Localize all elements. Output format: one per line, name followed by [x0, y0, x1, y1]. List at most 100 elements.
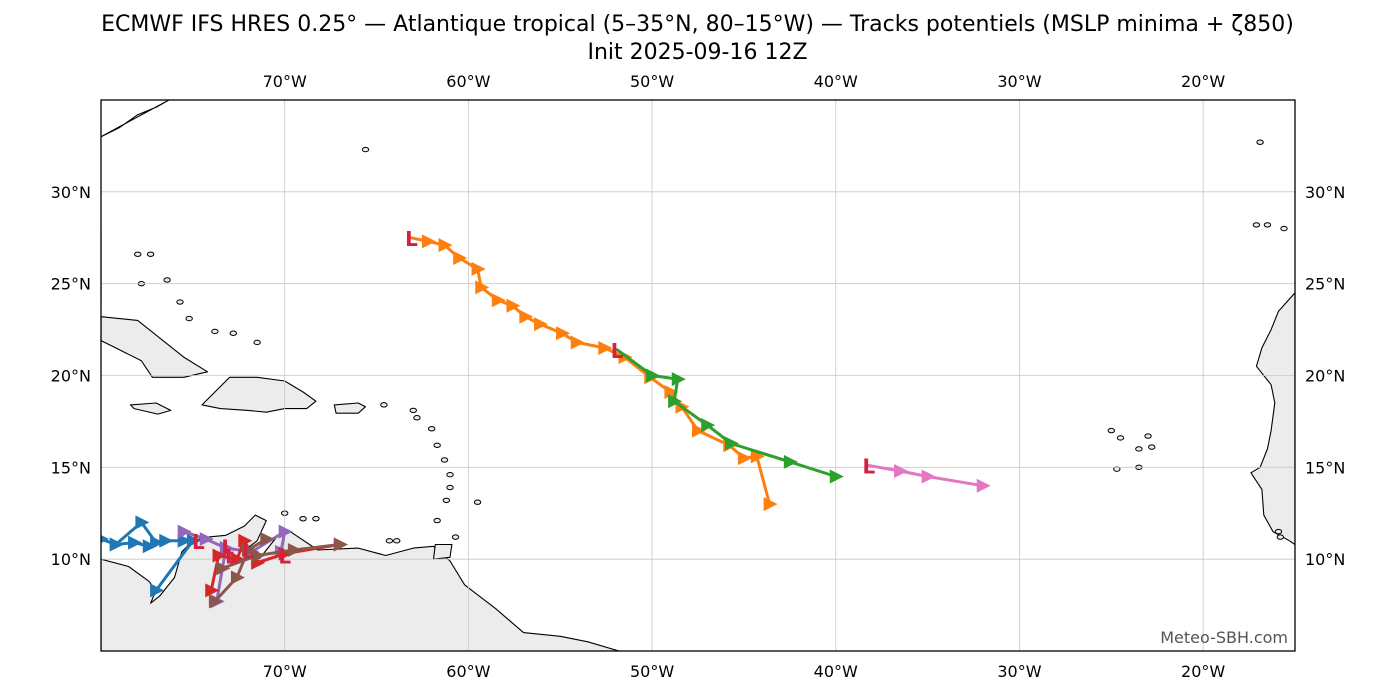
lon-tick-label-top: 40°W — [814, 72, 858, 91]
island — [1144, 433, 1152, 439]
map-frame — [100, 99, 1296, 652]
low-pressure-marker: L — [225, 544, 238, 568]
track-point-marker — [519, 309, 534, 324]
island — [1135, 446, 1143, 452]
lon-tick-label-bottom: 20°W — [1181, 662, 1225, 681]
island — [446, 471, 454, 478]
lon-tick-label-bottom: 60°W — [446, 662, 490, 681]
low-pressure-marker: L — [278, 544, 291, 568]
island — [380, 402, 388, 408]
lat-tick-label-left: 20°N — [51, 367, 91, 386]
lat-tick-label-right: 15°N — [1305, 458, 1345, 477]
low-pressure-marker: L — [611, 339, 624, 363]
graticule — [101, 100, 1295, 651]
island — [1263, 222, 1272, 228]
island — [393, 538, 401, 544]
island — [409, 407, 417, 414]
landmass — [201, 376, 317, 413]
track-point-marker — [737, 451, 752, 466]
watermark: Meteo-SBH.com — [1160, 628, 1288, 647]
island — [427, 426, 436, 432]
track-point-marker — [216, 561, 231, 576]
track-point-marker — [333, 537, 348, 552]
track-point-marker — [186, 533, 201, 548]
track-point-marker — [671, 372, 686, 387]
island — [299, 516, 307, 522]
track-point-marker — [150, 535, 165, 550]
low-pressure-marker: L — [862, 454, 875, 478]
track-point-marker — [260, 531, 275, 546]
track-point-marker — [453, 250, 468, 265]
island — [312, 516, 320, 522]
track-point-marker — [230, 570, 245, 585]
island — [442, 497, 451, 504]
track-point-marker — [491, 293, 506, 308]
island — [385, 538, 394, 544]
island — [473, 499, 482, 505]
island — [361, 146, 370, 153]
map-title: ECMWF IFS HRES 0.25° — Atlantique tropic… — [101, 12, 1294, 37]
track-point-marker — [646, 368, 661, 383]
track-point-marker — [238, 533, 253, 548]
lon-tick-label-top: 70°W — [263, 72, 307, 91]
storm-track-line — [867, 464, 985, 488]
track-point-marker — [241, 542, 256, 557]
track-point-marker — [219, 541, 234, 556]
lon-tick-label-bottom: 30°W — [997, 662, 1041, 681]
track-point-marker — [199, 531, 214, 546]
track-point-marker — [701, 418, 716, 433]
island — [1276, 534, 1285, 540]
track-point-marker — [278, 546, 293, 561]
island — [1318, 210, 1324, 214]
track-point-marker — [894, 464, 909, 479]
island — [1252, 222, 1261, 228]
track-point-marker — [177, 533, 192, 548]
lon-tick-label-bottom: 40°W — [814, 662, 858, 681]
track-point-marker — [150, 583, 165, 598]
storm-track-line — [213, 537, 268, 603]
landmass — [101, 316, 209, 378]
map-subtitle: Init 2025-09-16 12Z — [587, 40, 808, 65]
track-point-marker — [128, 535, 143, 550]
lat-tick-label-left: 10°N — [51, 550, 91, 569]
lat-tick-label-right: 20°N — [1305, 367, 1345, 386]
track-point-marker — [212, 548, 227, 563]
island — [1256, 139, 1264, 145]
low-pressure-marker: L — [242, 539, 255, 563]
lat-tick-label-right: 30°N — [1305, 183, 1345, 202]
lat-tick-label-right: 10°N — [1305, 550, 1345, 569]
island — [176, 299, 184, 305]
track-point-marker — [976, 478, 991, 493]
track-point-marker — [421, 234, 436, 249]
low-pressure-marker: L — [192, 530, 205, 554]
low-pressure-marker: L — [221, 535, 234, 559]
island — [1274, 528, 1283, 535]
lon-tick-label-top: 20°W — [1181, 72, 1225, 91]
island — [146, 251, 155, 257]
track-point-marker — [598, 340, 613, 355]
landmass — [432, 543, 453, 560]
island — [1306, 219, 1312, 223]
lon-tick-label-top: 30°W — [997, 72, 1041, 91]
track-point-marker — [506, 298, 521, 313]
track-point-marker — [287, 542, 302, 557]
track-point-marker — [159, 533, 174, 548]
lat-tick-label-left: 25°N — [51, 275, 91, 294]
island — [163, 277, 171, 283]
island — [433, 517, 441, 524]
track-point-marker — [109, 537, 124, 552]
track-point-marker — [251, 548, 266, 563]
island — [1116, 435, 1125, 441]
track-point-marker — [783, 454, 798, 469]
island — [1280, 225, 1288, 232]
track-point-marker — [142, 539, 157, 554]
lat-tick-label-left: 15°N — [51, 458, 91, 477]
track-point-marker — [668, 394, 683, 409]
low-pressure-marker: L — [405, 227, 418, 251]
island — [253, 339, 261, 346]
island — [1107, 427, 1116, 434]
axis-ticks: 70°W 70°W 60°W 60°W 50°W 50°W 40°W 40°W 30°W 30°W… — [51, 72, 1346, 681]
track-point-marker — [278, 524, 293, 539]
